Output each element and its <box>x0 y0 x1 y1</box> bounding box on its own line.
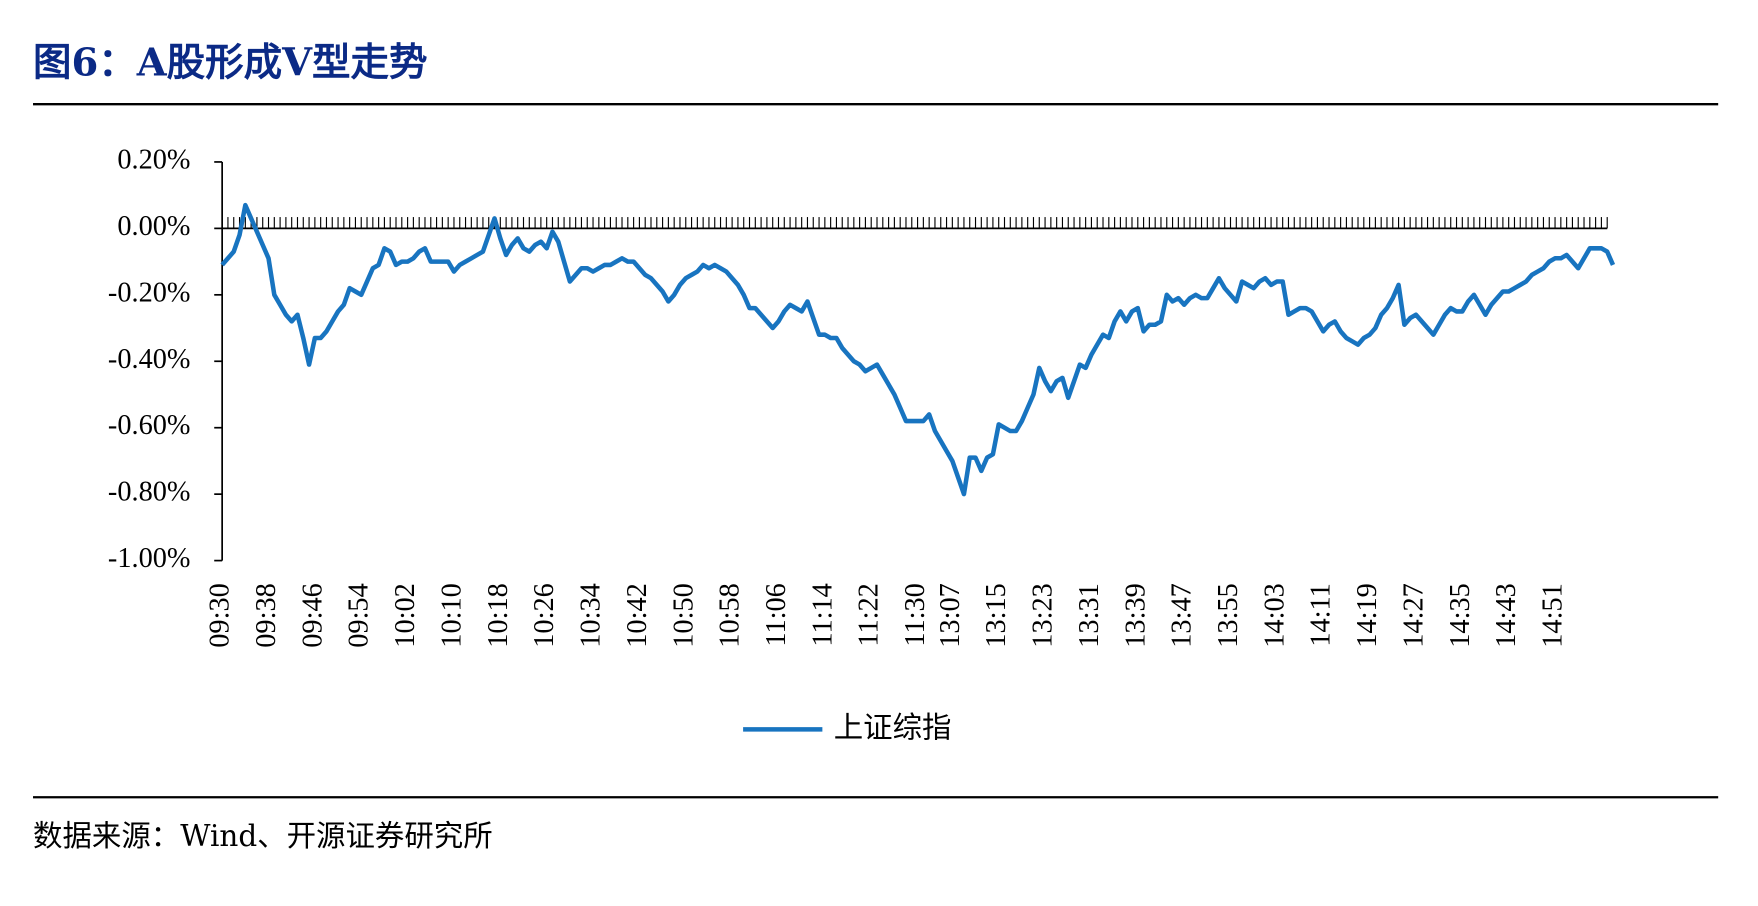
x-tick-label: 11:22 <box>854 583 885 646</box>
x-tick-label: 14:03 <box>1259 583 1290 647</box>
x-tick-label: 14:35 <box>1445 583 1476 647</box>
x-tick-label: 13:23 <box>1028 583 1059 647</box>
y-tick-label: -0.20% <box>108 277 191 308</box>
y-tick-label: 0.20% <box>117 144 190 175</box>
x-tick-label: 13:55 <box>1213 583 1244 647</box>
x-tick-label: 10:42 <box>622 583 653 647</box>
chart-title: 图6：A股形成V型走势 <box>33 41 428 86</box>
y-tick-label: 0.00% <box>117 211 190 242</box>
y-tick-label: -0.60% <box>108 410 191 441</box>
x-tick-label: 09:54 <box>344 583 375 647</box>
x-tick-label: 11:30 <box>900 583 931 646</box>
x-tick-label: 13:07 <box>935 583 966 647</box>
x-tick-label: 10:02 <box>390 583 421 647</box>
x-tick-label: 10:50 <box>668 583 699 647</box>
y-tick-label: -1.00% <box>108 543 191 574</box>
x-tick-label: 14:27 <box>1398 583 1429 647</box>
x-tick-label: 13:15 <box>981 583 1012 647</box>
source: 数据来源：Wind、开源证券研究所 <box>33 819 493 853</box>
x-tick-label: 10:58 <box>715 583 746 647</box>
x-tick-label: 11:14 <box>807 583 838 646</box>
x-tick-label: 14:43 <box>1491 583 1522 647</box>
y-tick-label: -0.80% <box>108 477 191 508</box>
legend-label: 上证综指 <box>834 710 952 744</box>
x-tick-label: 11:06 <box>761 583 792 646</box>
data-line <box>220 202 1616 497</box>
x-tick-label: 13:47 <box>1167 583 1198 647</box>
x-tick-label: 14:11 <box>1306 583 1337 646</box>
y-tick-label: -0.40% <box>108 344 191 375</box>
x-tick-label: 10:18 <box>483 583 514 647</box>
x-tick-label: 13:39 <box>1120 583 1151 647</box>
x-tick-label: 14:51 <box>1538 583 1569 647</box>
x-tick-label: 13:31 <box>1074 583 1105 647</box>
x-tick-label: 09:46 <box>297 583 328 647</box>
x-tick-label: 10:34 <box>576 583 607 647</box>
x-tick-label: 09:38 <box>251 583 282 647</box>
x-tick-label: 10:10 <box>436 583 467 647</box>
x-tick-label: 09:30 <box>205 583 236 647</box>
x-tick-label: 14:19 <box>1352 583 1383 647</box>
x-tick-label: 10:26 <box>529 583 560 647</box>
